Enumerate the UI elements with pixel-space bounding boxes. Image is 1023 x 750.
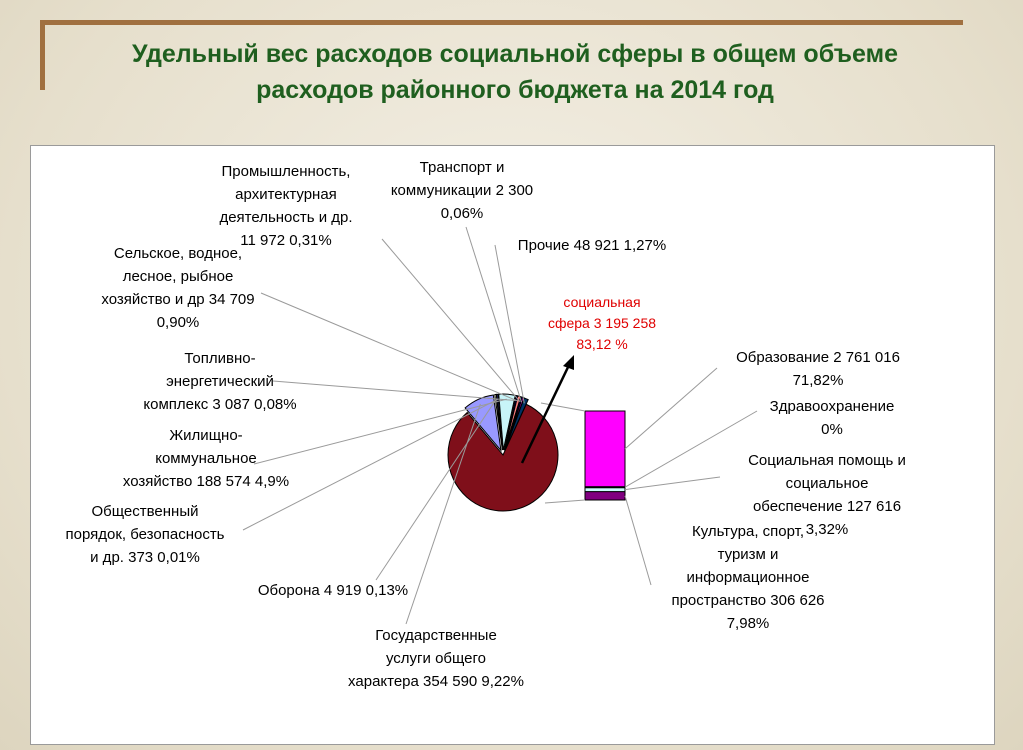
title-accent-bar-left [40, 20, 45, 90]
leader-line-defense [375, 399, 497, 581]
data-label-social-line-3: 83,12 % [576, 336, 627, 352]
title-line-1: Удельный вес расходов социальной сферы в… [131, 40, 899, 68]
data-label-housing-line-2: коммунальное [155, 450, 257, 467]
data-label-order-line-2: порядок, безопасность [65, 526, 224, 543]
data-label-agriculture-line-3: хозяйство и др 34 709 [101, 291, 254, 308]
title-accent-bar [40, 20, 963, 25]
data-label-health-line-2: 0% [821, 421, 843, 438]
data-label-culture-line-5: 7,98% [727, 615, 770, 632]
data-label-culture-line-3: информационное [687, 569, 810, 586]
pie-slice-public_services [464, 394, 502, 453]
data-label-industry-line-4: 11 972 0,31% [240, 232, 331, 249]
data-label-public_services-line-2: услуги общего [386, 650, 486, 667]
data-label-agriculture-line-4: 0,90% [157, 314, 200, 331]
pie-slice-order [495, 393, 504, 451]
data-label-transport-line-1: Транспорт и [420, 159, 505, 176]
connector-line-bottom [544, 499, 586, 504]
leader-line-public_services [405, 403, 481, 625]
data-label-defense-line-1: Оборона 4 919 0,13% [258, 582, 408, 599]
leader-line-culture [624, 495, 652, 586]
data-label-fuel-line-1: Топливно- [184, 350, 255, 367]
bar-segment-social_aid [584, 487, 626, 493]
data-label-public_services-line-1: Государственные [375, 627, 497, 644]
connector-line-top [540, 402, 586, 412]
data-label-social-line-2: сфера 3 195 258 [548, 315, 656, 331]
data-label-health-line-1: Здравоохранение [770, 398, 895, 415]
data-label-transport-line-3: 0,06% [441, 205, 484, 222]
data-label-social_aid-line-2: социальное [786, 475, 869, 492]
data-label-culture-line-1: Культура, спорт, [692, 523, 804, 540]
leader-line-transport [465, 226, 523, 403]
leader-line-order [242, 398, 498, 531]
leader-line-housing [253, 398, 507, 465]
data-label-transport-line-2: коммуникации 2 300 [391, 182, 533, 199]
data-label-agriculture-line-2: лесное, рыбное [123, 268, 234, 285]
leader-line-social_aid [624, 476, 721, 491]
data-label-education-line-1: Образование 2 761 016 [736, 349, 900, 366]
data-label-culture-line-2: туризм и [718, 546, 779, 563]
leader-line-fuel [272, 380, 516, 402]
data-label-order-line-3: и др. 373 0,01% [90, 549, 200, 566]
leader-line-industry [381, 238, 521, 403]
data-label-industry-line-1: Промышленность, [222, 163, 351, 180]
data-label-social-line-1: социальная [563, 294, 640, 310]
data-label-industry-line-3: деятельность и др. [219, 209, 352, 226]
bar-segment-education [584, 410, 626, 488]
data-label-education-line-2: 71,82% [793, 372, 844, 389]
data-label-other-line-1: Прочие 48 921 1,27% [518, 237, 666, 254]
data-label-culture-line-4: пространство 306 626 [671, 592, 824, 609]
social-arrow-head [563, 355, 574, 370]
data-label-social_aid-line-1: Социальная помощь и [748, 452, 906, 469]
data-label-social_aid-line-3: обеспечение 127 616 [753, 498, 901, 515]
leader-line-agriculture [260, 292, 519, 402]
data-label-order-line-1: Общественный [91, 503, 198, 520]
data-label-industry-line-2: архитектурная [235, 186, 337, 203]
data-label-fuel-line-2: энергетический [166, 373, 274, 390]
page-title: Удельный вес расходов социальной сферы в… [55, 36, 975, 108]
data-label-social_aid-line-4: 3,32% [806, 521, 849, 538]
data-label-public_services-line-3: характера 354 590 9,22% [348, 673, 524, 690]
leader-line-education [624, 367, 718, 450]
data-label-fuel-line-3: комплекс 3 087 0,08% [143, 396, 296, 413]
data-label-housing-line-3: хозяйство 188 574 4,9% [123, 473, 289, 490]
data-label-housing-line-1: Жилищно- [169, 427, 242, 444]
bar-segment-culture [584, 491, 626, 501]
leader-line-other [494, 244, 525, 404]
leader-line-health [624, 410, 758, 488]
social-arrow-line [520, 362, 572, 464]
data-label-agriculture-line-1: Сельское, водное, [114, 245, 242, 262]
title-line-2: расходов районного бюджета на 2014 год [256, 76, 774, 104]
pie-slice-other [504, 397, 529, 451]
